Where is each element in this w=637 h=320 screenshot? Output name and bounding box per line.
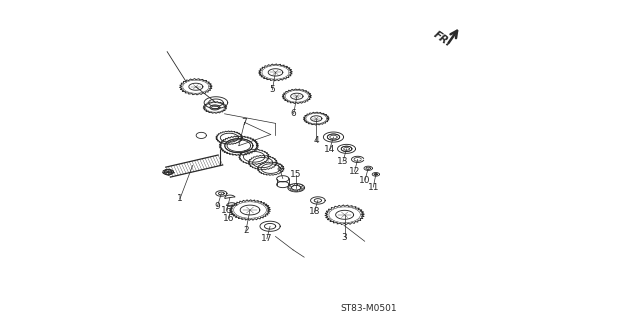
Text: 11: 11 xyxy=(368,183,379,192)
Text: 3: 3 xyxy=(342,233,348,242)
Text: 7: 7 xyxy=(241,118,247,127)
Text: 16: 16 xyxy=(223,214,234,223)
Text: 8: 8 xyxy=(276,164,282,173)
Text: 6: 6 xyxy=(290,109,296,118)
Text: 18: 18 xyxy=(308,207,320,216)
Text: ST83-M0501: ST83-M0501 xyxy=(341,304,397,313)
Text: 1: 1 xyxy=(177,194,183,204)
Text: 17: 17 xyxy=(261,234,273,243)
Text: 14: 14 xyxy=(324,145,335,154)
Text: 9: 9 xyxy=(215,202,220,211)
Text: 4: 4 xyxy=(313,136,319,145)
Text: FR.: FR. xyxy=(432,29,454,49)
Text: 16: 16 xyxy=(221,206,233,215)
Text: 10: 10 xyxy=(359,176,371,185)
Text: 13: 13 xyxy=(337,157,349,166)
Text: 15: 15 xyxy=(290,171,302,180)
Text: 12: 12 xyxy=(349,167,360,176)
Text: 5: 5 xyxy=(269,85,275,94)
Text: 2: 2 xyxy=(243,226,248,235)
